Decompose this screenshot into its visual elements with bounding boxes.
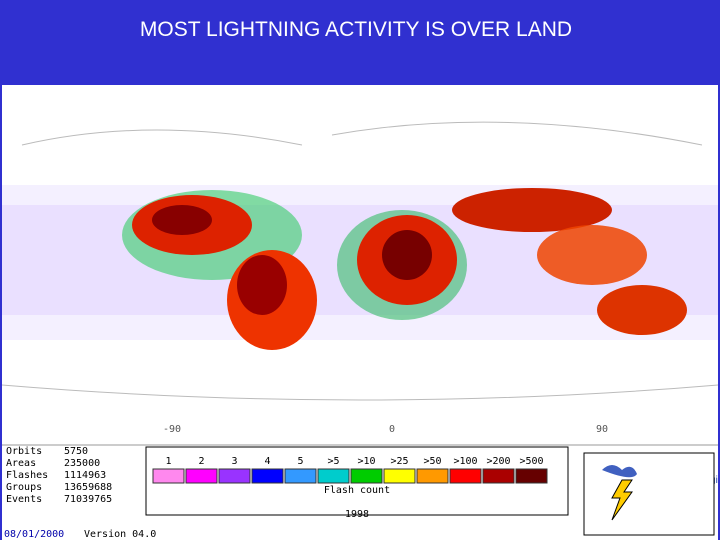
legend-label: 5	[297, 456, 303, 467]
stat-label: Orbits	[6, 446, 42, 457]
map-panel: -90 0 90 Orbits 5750 Areas 235000 Flashes 111496…	[2, 85, 718, 540]
legend-swatch	[515, 468, 548, 484]
longitude-label: -90	[163, 424, 181, 435]
legend-swatch	[350, 468, 383, 484]
stat-value: 13659688	[64, 482, 112, 493]
legend-label: 1	[165, 456, 171, 467]
footer-version: Version 04.0	[84, 529, 156, 540]
legend-label: >25	[390, 456, 408, 467]
legend-swatch	[482, 468, 515, 484]
stat-value: 1114963	[64, 470, 106, 481]
legend-label: >100	[453, 456, 477, 467]
legend-swatch	[449, 468, 482, 484]
slide-title: MOST LIGHTNING ACTIVITY IS OVER LAND	[139, 18, 573, 41]
stat-label: Flashes	[6, 470, 48, 481]
legend-swatch	[152, 468, 185, 484]
longitude-label: 0	[389, 424, 395, 435]
legend-label: >10	[357, 456, 375, 467]
legend-label: 4	[264, 456, 270, 467]
stat-label: Events	[6, 494, 42, 505]
legend-swatch	[218, 468, 251, 484]
legend-title: Flash count	[324, 485, 390, 496]
stat-value: 71039765	[64, 494, 112, 505]
stat-value: 5750	[64, 446, 88, 457]
longitude-label: 90	[596, 424, 608, 435]
stat-value: 235000	[64, 458, 100, 469]
legend-swatch	[416, 468, 449, 484]
legend-label: 3	[231, 456, 237, 467]
legend-label: >5	[327, 456, 339, 467]
stat-label: Groups	[6, 482, 42, 493]
legend-swatch	[251, 468, 284, 484]
legend-frame	[145, 446, 569, 516]
legend-label: >500	[519, 456, 543, 467]
legend-swatch	[317, 468, 350, 484]
legend-year: 1998	[345, 509, 369, 520]
legend-swatch	[383, 468, 416, 484]
logo-icon	[583, 452, 715, 536]
map-image	[2, 121, 718, 401]
footer-date: 08/01/2000	[4, 529, 64, 540]
stat-label: Areas	[6, 458, 36, 469]
legend-label: 2	[198, 456, 204, 467]
legend-label: >200	[486, 456, 510, 467]
legend-swatch	[185, 468, 218, 484]
legend-label: >50	[423, 456, 441, 467]
legend-swatch	[284, 468, 317, 484]
